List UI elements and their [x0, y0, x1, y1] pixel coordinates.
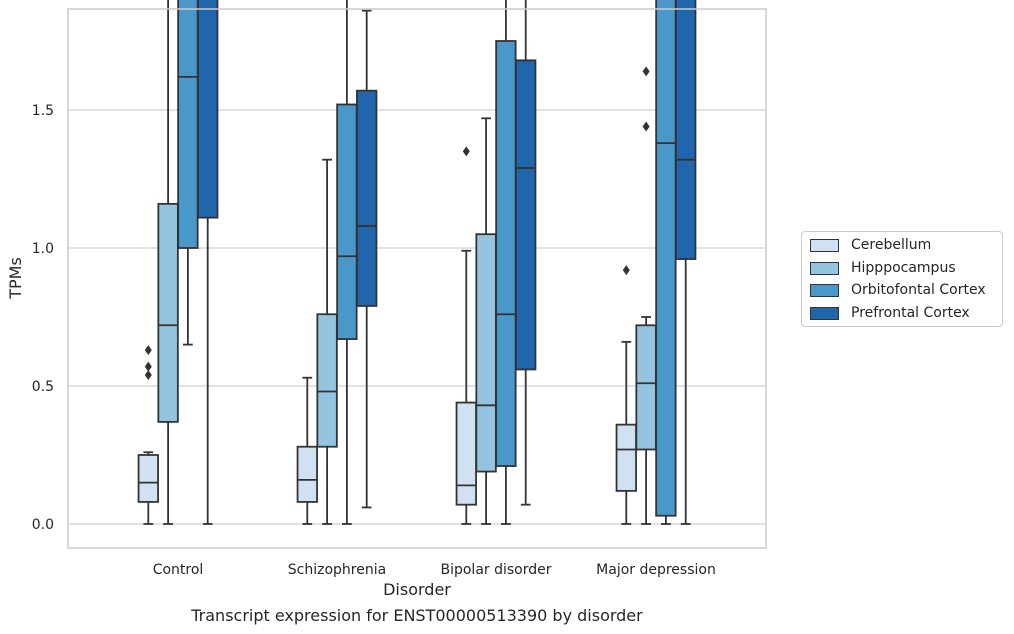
x-tick-label: Bipolar disorder [440, 562, 551, 578]
y-tick-label: 1.0 [32, 241, 54, 257]
box-hipppocampus [635, 66, 657, 525]
legend-item-cerebellum: Cerebellum [810, 235, 931, 255]
legend: Cerebellum Hipppocampus Orbitofontal Cor… [801, 231, 1003, 327]
iqr-box [515, 59, 537, 371]
iqr-box [655, 0, 677, 517]
boxes [137, 0, 697, 525]
legend-label-cerebellum: Cerebellum [851, 237, 932, 253]
outlier-point [144, 361, 152, 372]
box-orbitofontal-cortex [336, 0, 358, 525]
iqr-box [316, 313, 338, 448]
iqr-box [197, 0, 219, 219]
legend-swatch-cerebellum [810, 238, 839, 252]
outlier-point [622, 265, 630, 276]
axes: 0.00.51.01.52.02.53.03.5ControlSchizophr… [32, 103, 716, 578]
legend-swatch-orbitofrontal-cortex [810, 283, 839, 297]
outlier-point [642, 66, 650, 77]
iqr-box [615, 423, 637, 492]
box-hipppocampus [316, 158, 338, 525]
box-hipppocampus [157, 0, 179, 525]
legend-label-hippocampus: Hipppocampus [851, 260, 956, 276]
iqr-box [177, 0, 199, 249]
legend-item-hippocampus: Hipppocampus [810, 258, 956, 278]
iqr-box [475, 233, 497, 473]
iqr-box [336, 103, 358, 340]
iqr-box [157, 202, 179, 423]
x-axis-title: Disorder [383, 580, 451, 599]
box-prefrontal-cortex [356, 9, 378, 509]
iqr-box [137, 454, 159, 503]
legend-swatch-prefrontal-cortex [810, 306, 839, 320]
box-cerebellum [455, 146, 477, 525]
legend-label-orbitofrontal-cortex: Orbitofontal Cortex [851, 282, 986, 298]
y-tick-label: 0.0 [32, 517, 54, 533]
box-orbitofontal-cortex [177, 0, 199, 346]
outlier-point [462, 146, 470, 157]
outlier-point [144, 345, 152, 356]
box-cerebellum [296, 376, 318, 525]
box-cerebellum [137, 345, 159, 525]
iqr-box [635, 324, 657, 451]
y-tick-label: 1.5 [32, 103, 54, 119]
legend-item-orbitofrontal-cortex: Orbitofontal Cortex [810, 280, 986, 300]
iqr-box [495, 40, 517, 467]
x-tick-label: Control [153, 562, 204, 578]
box-prefrontal-cortex [197, 0, 219, 525]
iqr-box [675, 0, 697, 260]
iqr-box [356, 89, 378, 307]
box-prefrontal-cortex [515, 0, 537, 506]
box-cerebellum [615, 265, 637, 525]
x-tick-label: Schizophrenia [288, 562, 386, 578]
outlier-point [144, 369, 152, 380]
legend-item-prefrontal-cortex: Prefrontal Cortex [810, 303, 970, 323]
outlier-point [642, 121, 650, 132]
iqr-box [296, 445, 318, 503]
box-orbitofontal-cortex [495, 0, 517, 525]
legend-swatch-hippocampus [810, 261, 839, 275]
chart-caption: Transcript expression for ENST0000051339… [191, 606, 643, 625]
box-hipppocampus [475, 117, 497, 525]
box-prefrontal-cortex [675, 0, 697, 525]
box-orbitofontal-cortex [655, 0, 677, 525]
legend-label-prefrontal-cortex: Prefrontal Cortex [851, 305, 970, 321]
iqr-box [455, 401, 477, 506]
y-tick-label: 0.5 [32, 379, 54, 395]
x-tick-label: Major depression [596, 562, 716, 578]
plot-frame [67, 8, 767, 549]
y-axis-title: TPMs [6, 257, 25, 300]
